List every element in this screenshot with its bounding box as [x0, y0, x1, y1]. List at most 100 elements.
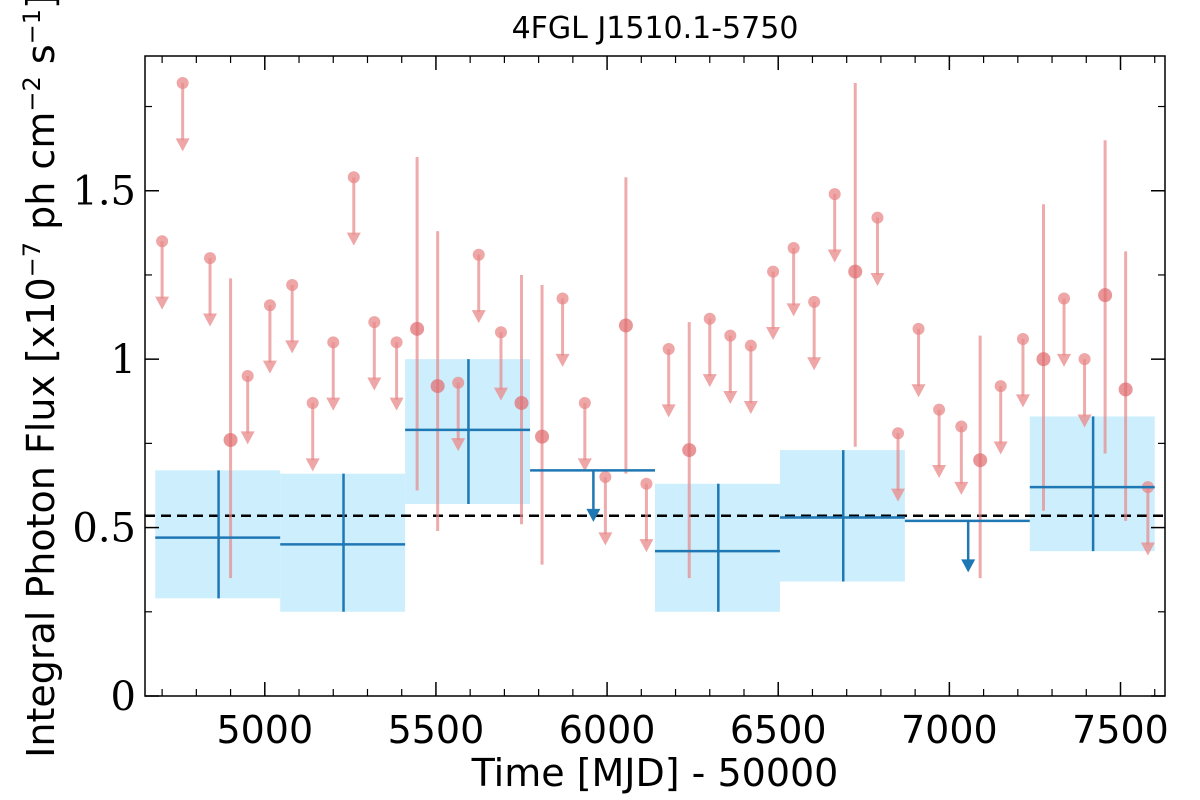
upper-limit-arrowhead: [285, 340, 300, 354]
upper-limit-marker: [599, 471, 612, 484]
upper-limit-arrowhead: [639, 539, 654, 553]
upper-limit-marker: [556, 292, 569, 305]
upper-limit-arrowhead: [175, 138, 190, 152]
upper-limit-marker: [452, 376, 465, 389]
upper-limit-marker: [955, 420, 968, 433]
upper-limit-arrowhead: [723, 390, 738, 404]
y-tick-label: 0: [111, 674, 136, 720]
upper-limit-arrowhead: [346, 232, 361, 246]
upper-limit-marker: [933, 403, 946, 416]
fine-data-point: [535, 429, 550, 444]
upper-limit-arrowhead: [911, 384, 926, 398]
upper-limit-marker: [241, 370, 254, 382]
x-tick-label: 7500: [1072, 708, 1169, 752]
fine-data-point: [430, 379, 445, 394]
upper-limit-arrowhead: [993, 441, 1008, 455]
upper-limit-marker: [871, 211, 884, 224]
upper-limit-marker: [912, 322, 925, 335]
y-tick-label: 0.5: [72, 506, 136, 552]
fine-data-point: [223, 433, 238, 447]
upper-limit-marker: [787, 242, 800, 254]
upper-limit-marker: [662, 343, 675, 356]
upper-limit-marker: [327, 336, 340, 349]
upper-limit-marker: [1078, 353, 1091, 366]
x-tick-label: 5500: [388, 708, 485, 752]
upper-limit-marker: [994, 380, 1007, 393]
upper-limit-marker: [744, 339, 757, 352]
coarse-upper-limit-arrowhead: [961, 559, 976, 573]
coarse-bin-bands: [155, 359, 1155, 612]
chart-title: 4FGL J1510.1-5750: [512, 11, 799, 46]
upper-limit-marker: [828, 188, 841, 201]
upper-limit-arrowhead: [891, 488, 906, 502]
upper-limit-arrowhead: [827, 249, 842, 263]
upper-limit-arrowhead: [367, 377, 382, 391]
upper-limit-arrowhead: [451, 438, 466, 452]
upper-limit-marker: [306, 396, 319, 409]
fine-data-point: [1036, 352, 1051, 367]
x-tick-label: 5000: [216, 708, 313, 752]
upper-limit-marker: [724, 329, 737, 342]
fine-data-point: [1098, 288, 1113, 303]
upper-limit-marker: [892, 427, 905, 440]
upper-limit-marker: [808, 295, 821, 308]
upper-limit-arrowhead: [661, 404, 676, 418]
upper-limit-arrowhead: [493, 387, 508, 401]
upper-limit-arrowhead: [305, 458, 320, 472]
upper-limit-marker: [156, 235, 169, 248]
fine-data-point: [682, 443, 697, 458]
upper-limit-marker: [368, 316, 381, 329]
upper-limit-arrowhead: [389, 397, 404, 411]
upper-limit-arrowhead: [471, 310, 486, 324]
axis-ticks: 5000 5500 6000 6500 7000 7500 0 0.5 1 1.5: [72, 56, 1169, 752]
upper-limit-marker: [176, 76, 189, 89]
upper-limit-arrowhead: [262, 360, 277, 374]
upper-limit-marker: [703, 312, 716, 325]
upper-limit-arrowhead: [1057, 353, 1072, 367]
upper-limit-arrowhead: [786, 303, 801, 317]
coarse-bin-series: [155, 359, 1155, 612]
fine-data-point: [1118, 382, 1133, 397]
upper-limit-arrowhead: [766, 326, 781, 340]
upper-limit-arrowhead: [702, 374, 717, 388]
upper-limit-arrowhead: [932, 465, 947, 479]
upper-limit-arrowhead: [1015, 394, 1030, 408]
fine-data-point: [410, 321, 425, 336]
upper-limit-arrowhead: [155, 296, 170, 310]
upper-limit-arrowhead: [598, 532, 613, 546]
upper-limit-marker: [1058, 292, 1071, 305]
upper-limit-marker: [286, 279, 299, 292]
fine-data-point: [973, 453, 988, 468]
upper-limit-arrowhead: [954, 481, 969, 495]
fine-bin-series: [155, 76, 1155, 579]
upper-limit-arrowhead: [203, 313, 218, 327]
upper-limit-marker: [204, 252, 217, 265]
upper-limit-arrowhead: [577, 458, 592, 472]
plot-frame: [144, 55, 1166, 697]
x-tick-label: 7000: [901, 708, 998, 752]
coarse-upper-limit-arrowhead: [586, 508, 601, 522]
upper-limit-arrowhead: [326, 397, 341, 411]
upper-limit-arrowhead: [1077, 414, 1092, 428]
upper-limit-arrowhead: [870, 273, 885, 287]
upper-limit-marker: [390, 336, 403, 349]
upper-limit-marker: [494, 326, 507, 339]
upper-limit-marker: [347, 171, 360, 184]
y-tick-label: 1: [111, 337, 136, 383]
upper-limit-marker: [263, 299, 276, 312]
fine-data-point: [514, 395, 529, 410]
y-tick-label: 1.5: [72, 169, 136, 215]
upper-limit-marker: [767, 265, 780, 278]
upper-limit-marker: [1016, 332, 1029, 345]
upper-limit-arrowhead: [807, 357, 822, 371]
upper-limit-arrowhead: [240, 431, 255, 445]
fine-data-point: [618, 318, 633, 333]
x-axis-title: Time [MJD] - 50000: [471, 751, 839, 795]
upper-limit-arrowhead: [1140, 542, 1155, 556]
fine-data-point: [848, 264, 863, 279]
upper-limit-marker: [578, 396, 591, 409]
upper-limit-arrowhead: [555, 353, 570, 367]
upper-limit-marker: [640, 477, 653, 490]
y-axis-title: Integral Photon Flux [x10−7 ph cm−2 s−1]: [18, 0, 63, 758]
